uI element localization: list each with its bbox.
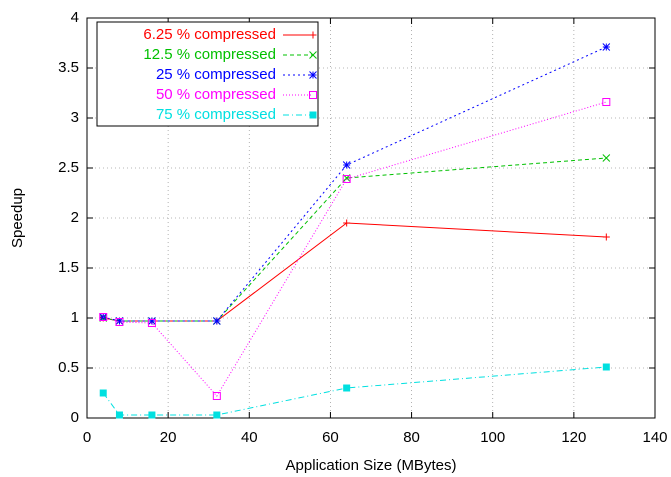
point bbox=[115, 318, 124, 326]
x-tick-label: 60 bbox=[322, 429, 339, 446]
legend-label: 50 % compressed bbox=[156, 86, 276, 103]
marker-box bbox=[602, 98, 611, 106]
y-tick-label: 1 bbox=[71, 309, 79, 326]
point bbox=[147, 319, 156, 327]
x-tick-label: 80 bbox=[403, 429, 420, 446]
y-tick-label: 3.5 bbox=[58, 59, 79, 76]
point bbox=[343, 219, 351, 227]
y-axis-label: Speedup bbox=[9, 188, 26, 248]
marker-stroke bbox=[602, 43, 611, 51]
marker-box bbox=[343, 384, 351, 392]
marker-box bbox=[212, 392, 221, 400]
point bbox=[309, 51, 317, 59]
plot-frame bbox=[86, 17, 656, 419]
point bbox=[148, 317, 156, 325]
x-tick-label: 40 bbox=[241, 429, 258, 446]
point bbox=[343, 384, 351, 392]
x-tick-label: 20 bbox=[160, 429, 177, 446]
series-line bbox=[103, 101, 607, 397]
x-tick-label: 120 bbox=[561, 429, 586, 446]
point bbox=[342, 175, 351, 183]
x-tick-label: 140 bbox=[642, 429, 667, 446]
y-tick-label: 0 bbox=[71, 409, 79, 426]
x-tick-label: 0 bbox=[83, 429, 91, 446]
marker-stroke bbox=[212, 317, 221, 325]
legend-label: 6.25 % compressed bbox=[143, 26, 276, 43]
marker-box bbox=[147, 319, 156, 327]
marker-box bbox=[602, 363, 610, 371]
legend: 6.25 % compressed 12.5 % compressed 25 % c… bbox=[96, 21, 319, 127]
series-line bbox=[103, 222, 607, 322]
y-tick-label: 2.5 bbox=[58, 159, 79, 176]
legend-box bbox=[96, 21, 319, 127]
x-tick-label: 100 bbox=[480, 429, 505, 446]
point bbox=[148, 411, 156, 419]
legend-label: 12.5 % compressed bbox=[143, 46, 276, 63]
series-line bbox=[103, 46, 607, 322]
point bbox=[99, 389, 107, 397]
y-tick-label: 4 bbox=[71, 9, 79, 26]
y-tick-label: 1.5 bbox=[58, 259, 79, 276]
marker-stroke bbox=[342, 161, 351, 169]
point bbox=[309, 91, 317, 99]
point bbox=[212, 392, 221, 400]
point bbox=[115, 411, 123, 419]
marker-box bbox=[115, 318, 124, 326]
point bbox=[213, 411, 221, 419]
y-tick-label: 3 bbox=[71, 109, 79, 126]
marker-stroke bbox=[309, 51, 317, 59]
marker-box bbox=[309, 111, 317, 119]
legend-label: 75 % compressed bbox=[156, 106, 276, 123]
marker-box bbox=[99, 389, 107, 397]
marker-box bbox=[309, 91, 317, 99]
marker-stroke bbox=[602, 154, 611, 162]
marker-box bbox=[115, 411, 123, 419]
point bbox=[602, 43, 611, 51]
legend-label: 25 % compressed bbox=[156, 66, 276, 83]
marker-box bbox=[213, 411, 221, 419]
series-line bbox=[103, 157, 607, 322]
point bbox=[99, 313, 108, 321]
y-tick-label: 2 bbox=[71, 209, 79, 226]
point bbox=[602, 154, 611, 162]
marker-stroke bbox=[148, 317, 156, 325]
point bbox=[309, 31, 317, 39]
marker-box bbox=[148, 411, 156, 419]
marker-stroke bbox=[309, 71, 317, 79]
point bbox=[602, 363, 610, 371]
point bbox=[342, 161, 351, 169]
point bbox=[309, 111, 317, 119]
point bbox=[602, 98, 611, 106]
y-tick-label: 0.5 bbox=[58, 359, 79, 376]
x-axis-label: Application Size (MBytes) bbox=[286, 457, 457, 474]
point bbox=[602, 233, 610, 241]
point bbox=[212, 317, 221, 325]
marker-box bbox=[342, 175, 351, 183]
series-line bbox=[102, 366, 607, 416]
marker-box bbox=[99, 313, 108, 321]
point bbox=[309, 71, 317, 79]
